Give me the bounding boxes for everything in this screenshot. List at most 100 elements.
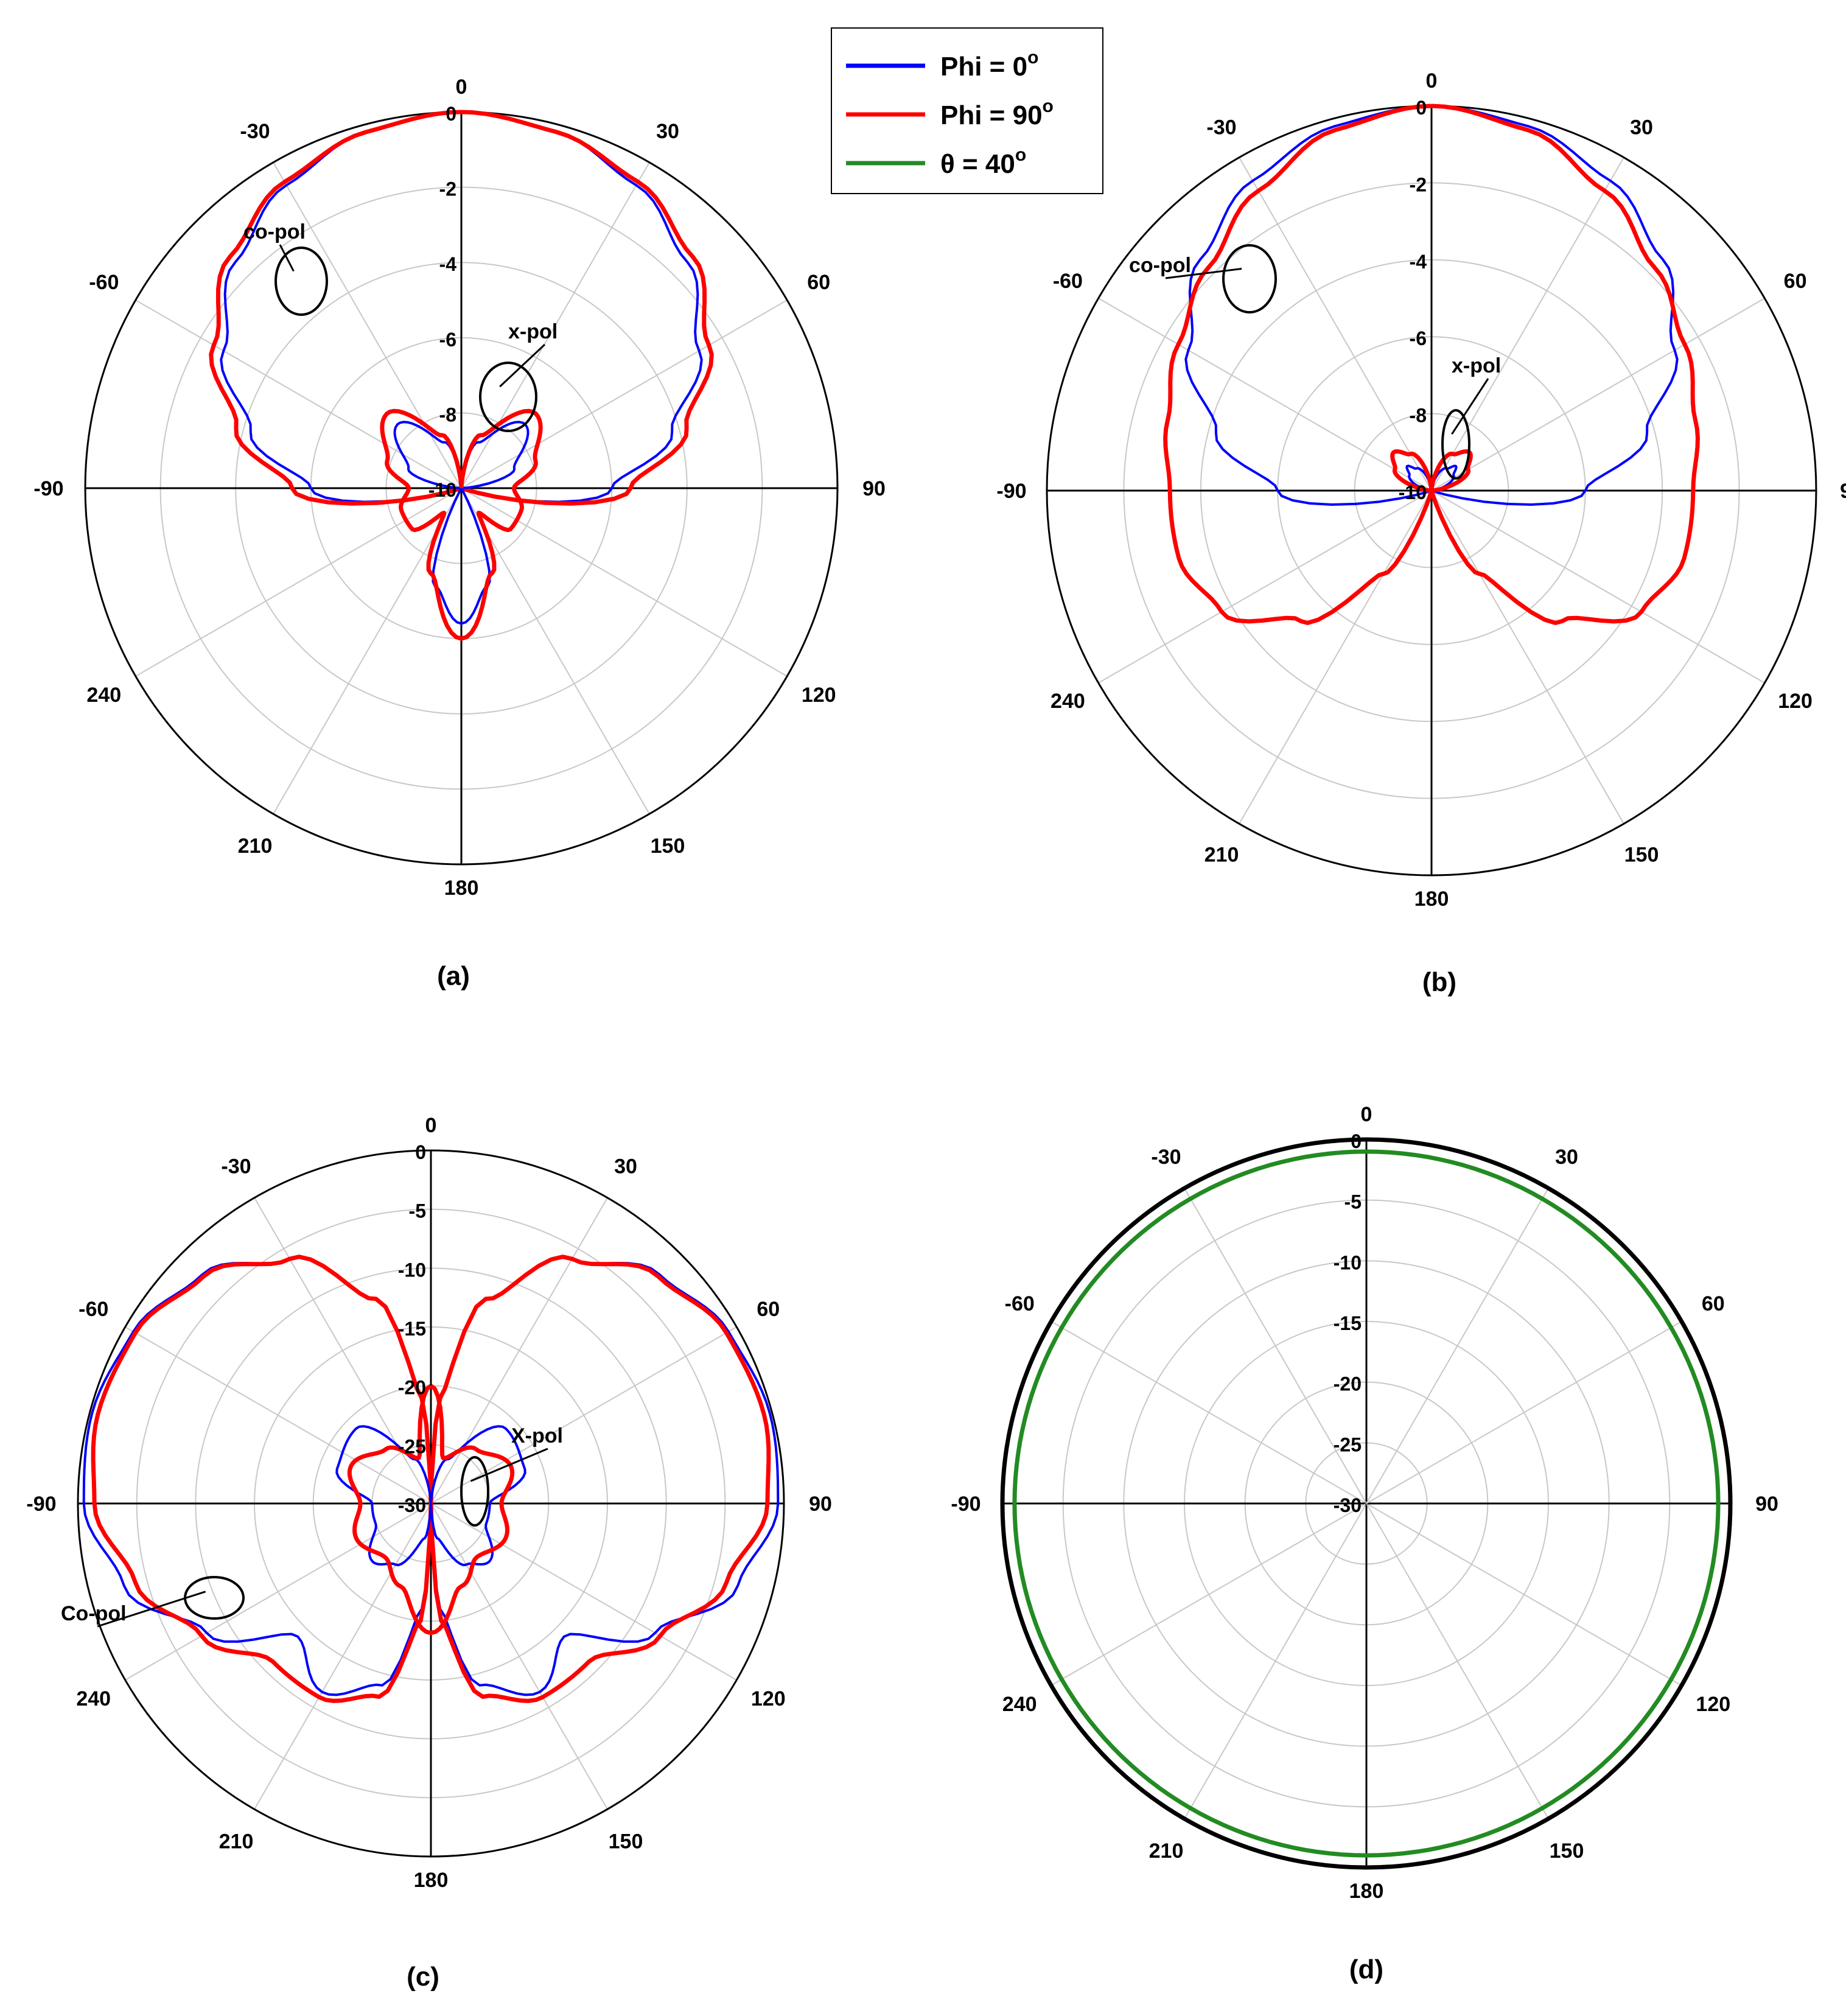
legend-box — [831, 27, 1103, 194]
radial-tick-label: 0 — [415, 1141, 426, 1163]
annotation-leader — [470, 1447, 548, 1482]
grid-spoke — [461, 488, 650, 814]
panels: 0-30-60-902402101801501209060300-2-4-6-8… — [26, 69, 1846, 1992]
panel-label: (c) — [407, 1962, 439, 1992]
angle-tick-label: 60 — [807, 271, 830, 294]
annotation-ellipse — [274, 247, 328, 316]
series-curve — [380, 408, 543, 641]
polar-chart-panel: 0 -30 -60 -90 240 210 180 150 120 90 60 30 0 -5 -10 -15… — [951, 1103, 1778, 1984]
angle-tick-label: 30 — [614, 1155, 637, 1178]
grid-spoke — [1184, 1188, 1367, 1504]
angle-tick-label: 60 — [1702, 1292, 1725, 1315]
angle-tick-label: 0 — [425, 1114, 437, 1137]
radial-tick-label: -4 — [1410, 251, 1427, 273]
radial-tick-label: -10 — [398, 1259, 426, 1281]
grid-spoke — [273, 488, 462, 814]
annotation-ellipse — [1222, 244, 1277, 313]
radial-tick-label: -30 — [1334, 1494, 1362, 1516]
angle-tick-label: 180 — [414, 1869, 449, 1892]
polar-chart-panel: 0 -30 -60 -90 240 210 180 150 120 90 60 30 0 -2 -4 -6 -8… — [33, 75, 885, 991]
grid-spoke — [1098, 490, 1432, 684]
angle-tick-label: 180 — [1414, 887, 1449, 911]
grid-spoke — [1366, 1503, 1549, 1819]
angle-tick-label: 210 — [1149, 1839, 1184, 1863]
angle-tick-label: -30 — [240, 120, 270, 143]
annotation-leader — [1165, 268, 1242, 279]
grid-spoke — [461, 299, 788, 489]
annotation-label: x-pol — [1452, 354, 1501, 377]
angle-tick-label: 0 — [1426, 69, 1438, 93]
grid-spoke — [1431, 298, 1765, 491]
radial-tick-label: 0 — [446, 103, 456, 125]
radial-tick-label: -8 — [439, 404, 456, 425]
annotation-ellipse — [479, 362, 537, 432]
angle-tick-label: 210 — [219, 1830, 254, 1853]
angle-tick-label: -90 — [996, 480, 1026, 503]
radial-tick-label: 0 — [1351, 1130, 1362, 1152]
radial-tick-label: 0 — [1416, 97, 1427, 119]
angle-tick-label: 120 — [751, 1687, 786, 1710]
radial-tick-label: -2 — [1410, 173, 1427, 195]
radial-tick-label: -15 — [398, 1318, 426, 1340]
radial-tick-label: -25 — [1334, 1433, 1362, 1455]
angle-tick-label: -90 — [26, 1493, 56, 1516]
grid-spoke — [1239, 157, 1432, 491]
angle-tick-label: -30 — [221, 1155, 251, 1178]
annotation-leader — [97, 1591, 206, 1628]
angle-tick-label: 90 — [1840, 480, 1846, 503]
series-curve — [1012, 1149, 1721, 1858]
grid-spoke — [1431, 490, 1765, 684]
panel-label: (d) — [1349, 1955, 1383, 1984]
annotation-label: x-pol — [508, 320, 558, 343]
grid-spoke — [1098, 298, 1432, 491]
angle-tick-label: 240 — [76, 1687, 111, 1710]
radial-tick-label: -10 — [428, 479, 456, 501]
angle-tick-label: 240 — [1051, 690, 1085, 713]
radial-tick-label: -4 — [439, 253, 457, 275]
angle-tick-label: 90 — [809, 1493, 832, 1516]
annotation-leader — [279, 244, 295, 272]
annotation-leader — [1451, 378, 1489, 435]
grid-spoke — [135, 299, 462, 489]
angle-tick-label: 120 — [802, 684, 836, 707]
grid-spoke — [430, 1326, 737, 1504]
radial-tick-label: -6 — [439, 329, 456, 351]
angle-tick-label: 60 — [1784, 270, 1807, 293]
radial-tick-label: -2 — [439, 178, 456, 200]
radial-tick-label: -5 — [409, 1200, 426, 1222]
grid-spoke — [1431, 157, 1624, 491]
angle-tick-label: -30 — [1206, 116, 1236, 139]
series-curve — [1390, 449, 1473, 493]
annotation-leader — [499, 343, 546, 388]
radial-tick-label: -6 — [1410, 327, 1427, 349]
angle-tick-label: 210 — [238, 835, 273, 858]
grid-spoke — [1366, 1321, 1682, 1504]
grid-spoke — [1184, 1503, 1367, 1819]
grid-spoke — [1051, 1321, 1367, 1504]
radial-tick-label: -30 — [398, 1494, 426, 1516]
angle-tick-label: 60 — [757, 1298, 780, 1321]
angle-tick-label: 30 — [656, 120, 679, 143]
series-curve — [393, 421, 530, 625]
angle-tick-label: 30 — [1555, 1146, 1578, 1169]
grid-spoke — [1051, 1503, 1367, 1686]
angle-tick-label: -60 — [1053, 270, 1083, 293]
angle-tick-label: 180 — [444, 877, 479, 900]
legend-entry: θ = 40o — [940, 145, 1026, 179]
annotation-label: X-pol — [511, 1424, 563, 1447]
angle-tick-label: 90 — [1755, 1493, 1778, 1516]
angle-tick-label: 30 — [1630, 116, 1653, 139]
series-curve — [335, 1425, 526, 1567]
annotation-label: co-pol — [1129, 254, 1191, 277]
radial-tick-label: -10 — [1334, 1251, 1362, 1273]
grid-spoke — [1366, 1188, 1549, 1504]
angle-tick-label: 240 — [1002, 1693, 1037, 1716]
series-curve — [347, 1384, 515, 1636]
annotation-ellipse — [460, 1456, 489, 1527]
annotation-label: Co-pol — [61, 1602, 127, 1625]
angle-tick-label: -60 — [89, 271, 119, 294]
angle-tick-label: -60 — [1005, 1292, 1035, 1315]
legend: Phi = 0o Phi = 90o θ = 40o — [831, 27, 1103, 194]
angle-tick-label: 0 — [456, 75, 467, 99]
